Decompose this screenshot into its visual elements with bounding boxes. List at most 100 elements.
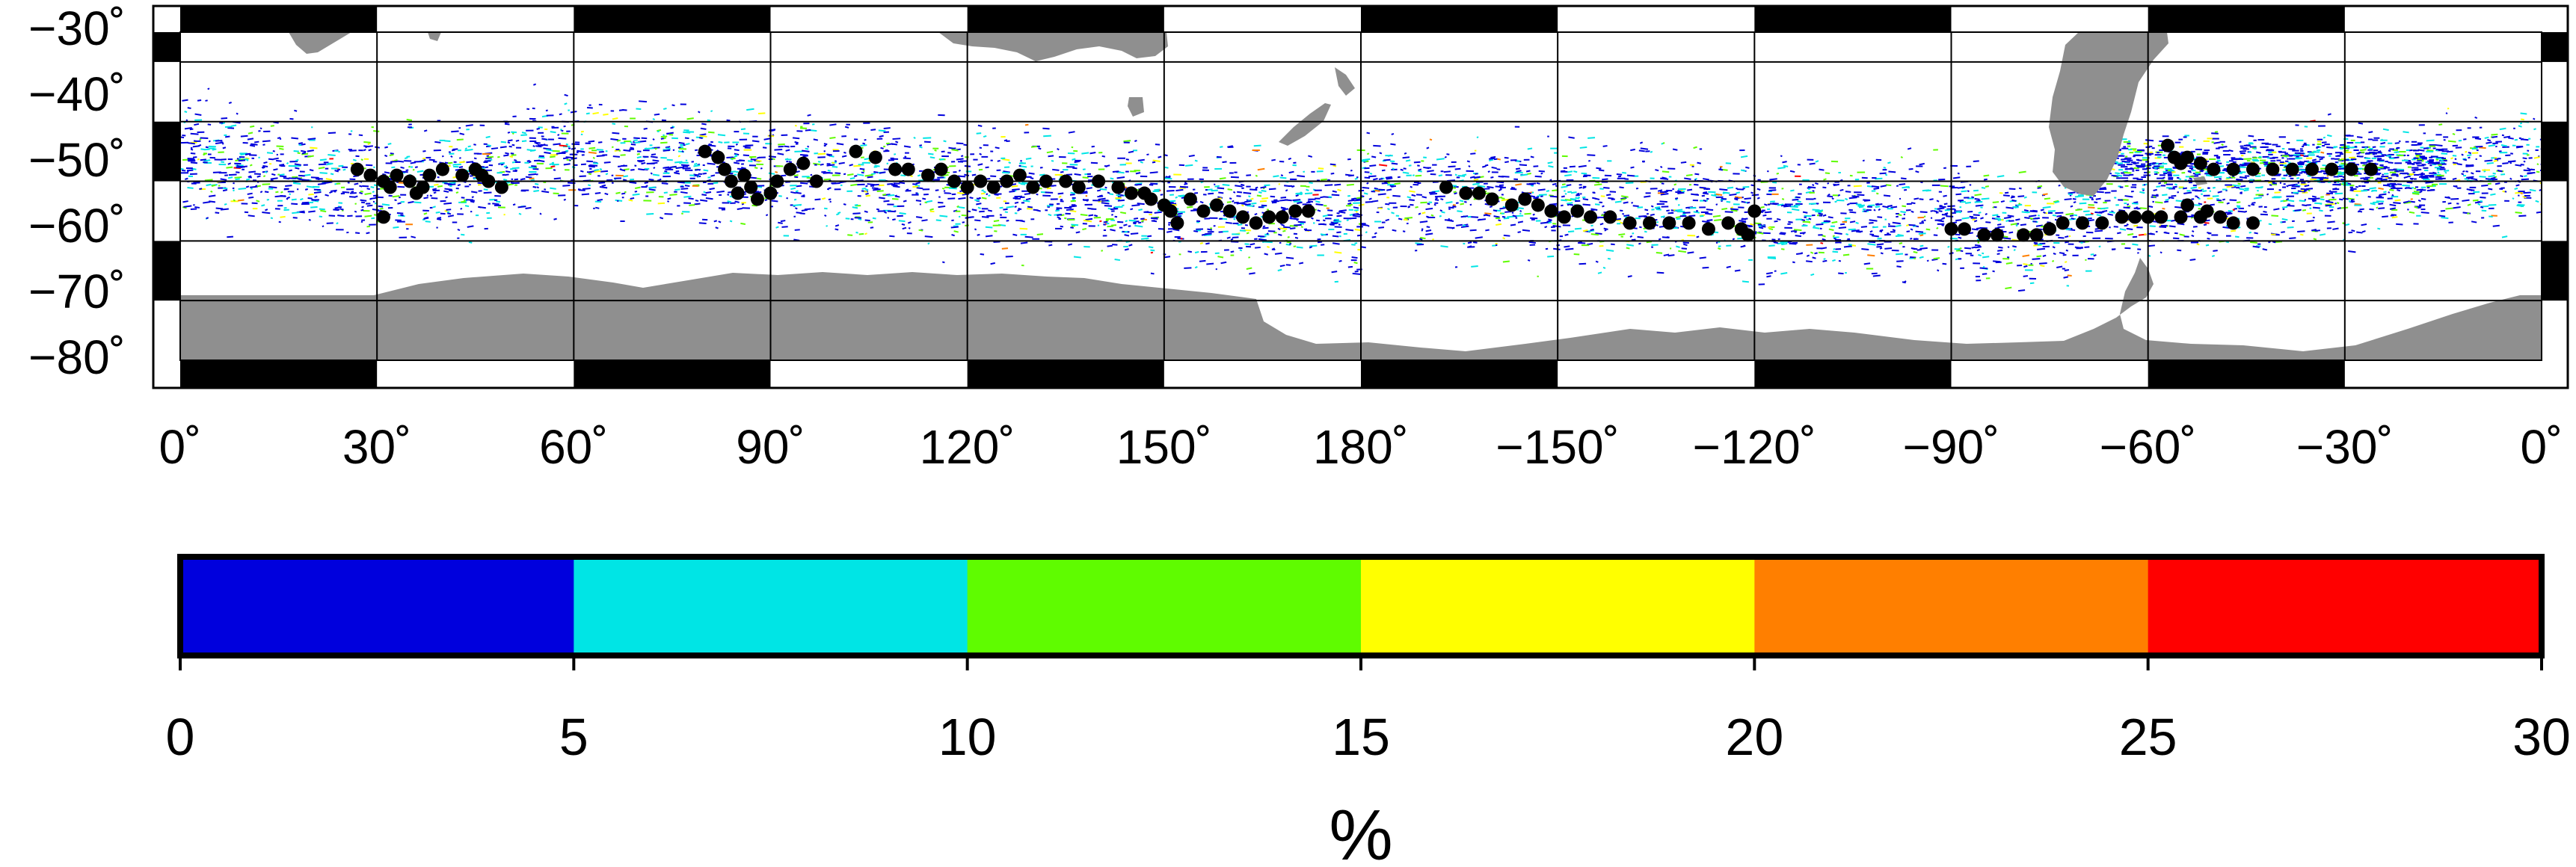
field-speck [727, 200, 732, 203]
field-speck [2094, 211, 2103, 214]
field-speck [1879, 172, 1887, 175]
field-speck [895, 195, 900, 198]
field-speck [505, 170, 511, 173]
field-speck [2497, 170, 2503, 173]
field-speck [2004, 216, 2011, 219]
field-speck [983, 191, 986, 194]
field-speck [988, 194, 991, 197]
field-speck [1138, 209, 1143, 212]
field-speck [1869, 241, 1876, 244]
field-speck [588, 140, 595, 143]
field-speck [2392, 186, 2396, 188]
field-speck [1685, 173, 1693, 176]
field-speck [1259, 200, 1267, 203]
field-speck [588, 164, 592, 167]
field-speck [632, 193, 640, 196]
field-speck [444, 188, 452, 191]
field-speck [680, 188, 689, 190]
field-speck [511, 132, 514, 135]
field-speck [1307, 200, 1314, 203]
field-speck [543, 147, 552, 150]
field-speck [924, 235, 933, 238]
field-speck [1933, 257, 1940, 260]
field-speck [1206, 262, 1214, 265]
field-speck [505, 166, 508, 169]
field-speck [1123, 223, 1128, 226]
field-speck [1974, 200, 1983, 203]
field-speck [2426, 189, 2435, 192]
field-speck [2334, 179, 2340, 182]
field-speck [246, 158, 249, 161]
field-speck [1469, 203, 1472, 206]
field-speck [680, 212, 683, 215]
field-speck [2441, 158, 2447, 161]
field-speck [2089, 196, 2094, 200]
field-speck [750, 176, 757, 179]
field-speck [1618, 233, 1626, 236]
field-speck [1374, 232, 1377, 235]
field-speck [503, 179, 508, 182]
field-speck [2326, 200, 2334, 204]
field-speck [1561, 170, 1566, 173]
field-speck [1451, 226, 1455, 229]
field-speck [504, 123, 510, 126]
field-speck [2036, 255, 2042, 258]
field-speck [1510, 188, 1517, 191]
field-speck [1179, 185, 1187, 188]
field-speck [899, 212, 906, 215]
field-speck [644, 182, 649, 185]
field-speck [1644, 209, 1649, 212]
field-speck [1879, 229, 1884, 232]
field-speck [224, 135, 230, 138]
field-speck [1828, 193, 1830, 196]
field-speck [492, 203, 499, 206]
field-speck [1982, 256, 1990, 259]
field-speck [1072, 158, 1076, 161]
field-speck [1385, 176, 1392, 179]
field-speck [382, 173, 387, 176]
field-speck [2466, 176, 2474, 179]
field-speck [222, 146, 227, 149]
field-speck [674, 188, 680, 191]
field-speck [532, 185, 537, 188]
field-speck [2271, 215, 2278, 217]
field-speck [794, 229, 800, 231]
field-speck [1849, 220, 1856, 223]
field-speck [443, 202, 452, 205]
field-speck [422, 150, 426, 152]
field-speck [1736, 188, 1744, 191]
field-speck [1756, 197, 1760, 200]
field-speck [1308, 155, 1313, 158]
field-speck [2444, 170, 2450, 172]
field-speck [2107, 213, 2114, 216]
field-speck [693, 173, 699, 176]
field-speck [2056, 265, 2063, 268]
field-speck [1930, 209, 1934, 212]
field-speck [2378, 195, 2382, 198]
field-speck [2127, 205, 2131, 208]
field-speck [2452, 161, 2459, 164]
field-speck [2007, 215, 2014, 217]
field-speck [2168, 196, 2174, 200]
field-speck [1081, 152, 1089, 155]
field-speck [333, 209, 339, 212]
field-speck [957, 191, 965, 194]
field-speck [351, 191, 354, 193]
field-speck [708, 131, 715, 134]
field-speck [879, 171, 886, 174]
field-speck [2361, 230, 2366, 233]
field-speck [1353, 206, 1359, 209]
field-speck [2479, 155, 2482, 157]
field-speck [200, 158, 206, 161]
field-speck [1936, 226, 1939, 229]
field-speck [304, 173, 311, 176]
field-speck [1730, 209, 1738, 212]
field-speck [1672, 188, 1675, 191]
field-speck [1023, 200, 1030, 203]
field-speck [1961, 187, 1965, 190]
field-speck [1495, 185, 1504, 188]
field-speck [227, 162, 232, 165]
field-speck [1656, 271, 1664, 274]
field-speck [1297, 220, 1306, 223]
field-speck [2378, 203, 2384, 206]
